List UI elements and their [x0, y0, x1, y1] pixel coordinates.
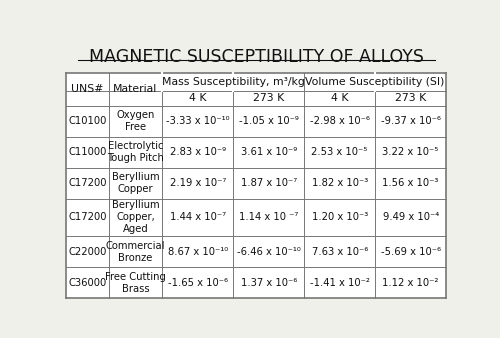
Text: -6.46 x 10⁻¹⁰: -6.46 x 10⁻¹⁰ [237, 247, 300, 257]
Text: Volume Susceptibility (SI): Volume Susceptibility (SI) [306, 77, 445, 87]
Text: Material: Material [114, 84, 158, 94]
Text: Oxygen
Free: Oxygen Free [116, 110, 154, 132]
Text: 3.22 x 10⁻⁵: 3.22 x 10⁻⁵ [382, 147, 439, 157]
Text: 1.20 x 10⁻³: 1.20 x 10⁻³ [312, 213, 368, 222]
Text: -2.98 x 10⁻⁶: -2.98 x 10⁻⁶ [310, 116, 370, 126]
Text: C11000: C11000 [68, 147, 106, 157]
Text: 8.67 x 10⁻¹⁰: 8.67 x 10⁻¹⁰ [168, 247, 228, 257]
Text: -1.41 x 10⁻²: -1.41 x 10⁻² [310, 278, 370, 288]
Text: 1.56 x 10⁻³: 1.56 x 10⁻³ [382, 178, 439, 188]
Text: 2.19 x 10⁻⁷: 2.19 x 10⁻⁷ [170, 178, 226, 188]
Text: C36000: C36000 [68, 278, 106, 288]
Text: 1.14 x 10 ⁻⁷: 1.14 x 10 ⁻⁷ [239, 213, 298, 222]
Text: UNS#: UNS# [72, 84, 104, 94]
Text: C17200: C17200 [68, 178, 106, 188]
Text: 1.37 x 10⁻⁶: 1.37 x 10⁻⁶ [240, 278, 297, 288]
Text: 1.87 x 10⁻⁷: 1.87 x 10⁻⁷ [240, 178, 297, 188]
Text: 9.49 x 10⁻⁴: 9.49 x 10⁻⁴ [382, 213, 439, 222]
Text: 1.82 x 10⁻³: 1.82 x 10⁻³ [312, 178, 368, 188]
Text: 4 K: 4 K [189, 93, 206, 103]
Text: MAGNETIC SUSCEPTIBILITY OF ALLOYS: MAGNETIC SUSCEPTIBILITY OF ALLOYS [89, 48, 424, 66]
Text: 1.44 x 10⁻⁷: 1.44 x 10⁻⁷ [170, 213, 226, 222]
Text: Beryllium
Copper: Beryllium Copper [112, 172, 159, 194]
Text: 273 K: 273 K [395, 93, 426, 103]
Text: 1.12 x 10⁻²: 1.12 x 10⁻² [382, 278, 439, 288]
Text: C22000: C22000 [68, 247, 106, 257]
Text: 3.61 x 10⁻⁹: 3.61 x 10⁻⁹ [240, 147, 297, 157]
Text: Beryllium
Copper,
Aged: Beryllium Copper, Aged [112, 200, 159, 235]
Text: Electrolytic
Tough Pitch: Electrolytic Tough Pitch [107, 141, 164, 163]
Text: -5.69 x 10⁻⁶: -5.69 x 10⁻⁶ [380, 247, 440, 257]
Text: 2.53 x 10⁻⁵: 2.53 x 10⁻⁵ [312, 147, 368, 157]
Text: Mass Susceptibility, m³/kg: Mass Susceptibility, m³/kg [162, 77, 304, 87]
Text: 7.63 x 10⁻⁶: 7.63 x 10⁻⁶ [312, 247, 368, 257]
Text: -1.65 x 10⁻⁶: -1.65 x 10⁻⁶ [168, 278, 228, 288]
Text: -9.37 x 10⁻⁶: -9.37 x 10⁻⁶ [380, 116, 440, 126]
Text: -3.33 x 10⁻¹⁰: -3.33 x 10⁻¹⁰ [166, 116, 230, 126]
Text: Commercial
Bronze: Commercial Bronze [106, 241, 165, 263]
Text: Free Cutting
Brass: Free Cutting Brass [105, 272, 166, 294]
Text: 273 K: 273 K [253, 93, 284, 103]
Text: 4 K: 4 K [331, 93, 348, 103]
Text: 2.83 x 10⁻⁹: 2.83 x 10⁻⁹ [170, 147, 226, 157]
Text: C17200: C17200 [68, 213, 106, 222]
Bar [66, 73, 446, 298]
Text: -1.05 x 10⁻⁹: -1.05 x 10⁻⁹ [239, 116, 298, 126]
Text: C10100: C10100 [68, 116, 106, 126]
